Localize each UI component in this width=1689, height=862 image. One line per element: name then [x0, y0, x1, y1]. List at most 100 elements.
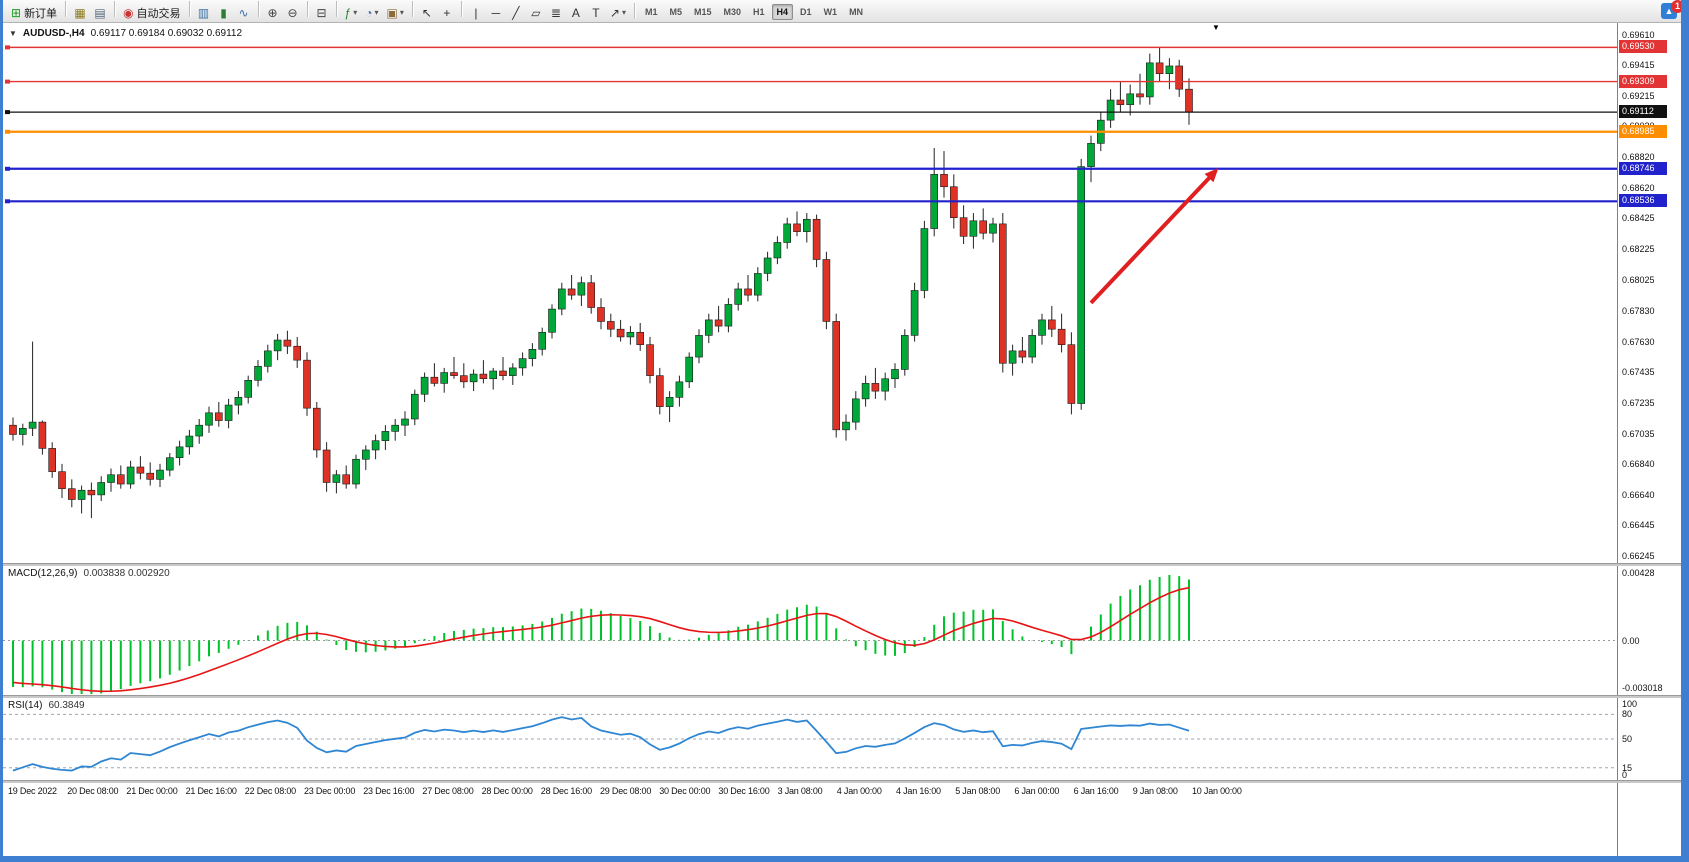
candle-up: [195, 424, 203, 437]
candle-up: [548, 308, 556, 333]
text-button[interactable]: A: [567, 4, 585, 22]
vertical-line-button[interactable]: |: [467, 4, 485, 22]
one-click-trading-toggle[interactable]: ▼: [9, 29, 17, 38]
arrows-icon: ↗: [609, 5, 620, 20]
hline-anchor[interactable]: [5, 45, 10, 50]
text-label-button[interactable]: T: [587, 4, 605, 22]
hline-anchor[interactable]: [5, 129, 10, 134]
trend-arrow-line[interactable]: [1089, 173, 1214, 305]
candle-up: [205, 412, 213, 426]
candle-down: [87, 489, 96, 496]
price-tick: 0.67830: [1622, 305, 1655, 316]
timeframe-d1-button[interactable]: D1: [795, 4, 817, 20]
candle-up: [704, 319, 713, 336]
caret-down-icon: ▾: [374, 8, 379, 17]
candle-down: [68, 488, 76, 500]
chart-shift-marker[interactable]: ▼: [1212, 23, 1220, 32]
candle-down: [9, 424, 17, 435]
time-label: 29 Dec 08:00: [600, 786, 652, 796]
candle-up: [381, 431, 390, 441]
candle-down: [646, 344, 654, 376]
time-label: 19 Dec 2022: [8, 786, 57, 796]
candle-down: [117, 474, 125, 485]
hline-anchor[interactable]: [5, 79, 10, 84]
zoom-in-icon: ⊕: [267, 5, 278, 20]
price-badge-0.69530: 0.69530: [1619, 40, 1667, 54]
periods-button[interactable]: ◔ ▾: [362, 4, 381, 22]
fibonacci-icon: ≣: [550, 5, 561, 20]
candle-down: [312, 407, 321, 451]
time-label: 21 Dec 00:00: [126, 786, 178, 796]
macd-panel-separator[interactable]: [3, 563, 1681, 566]
equidistant-channel-icon: ▱: [531, 5, 541, 20]
profiles-button[interactable]: ▤: [91, 4, 109, 22]
crosshair-button[interactable]: +: [438, 4, 456, 22]
trendline-button[interactable]: ╱: [507, 4, 525, 22]
hline-anchor[interactable]: [5, 199, 10, 204]
candle-down: [1057, 328, 1066, 345]
candle-down: [293, 345, 302, 361]
timeframe-m15-button[interactable]: M15: [689, 4, 717, 20]
timeframe-w1-button[interactable]: W1: [819, 4, 843, 20]
line-chart-button[interactable]: ∿: [235, 4, 253, 22]
time-axis-separator: [3, 780, 1681, 783]
timeframe-mn-button[interactable]: MN: [844, 4, 868, 20]
candle-down: [215, 412, 223, 421]
chart-canvas[interactable]: [3, 23, 1617, 803]
timeframe-m1-button[interactable]: M1: [640, 4, 663, 20]
toolbar-separator: [335, 0, 337, 17]
templates-button[interactable]: ▣ ▾: [384, 4, 407, 22]
rsi-panel-separator[interactable]: [3, 695, 1681, 698]
hline-anchor[interactable]: [5, 166, 10, 171]
new-order-button[interactable]: ⊞ 新订单: [8, 4, 60, 22]
zoom-in-button[interactable]: ⊕: [264, 4, 282, 22]
timeframe-h1-button[interactable]: H1: [748, 4, 770, 20]
candle-up: [891, 369, 899, 380]
indicators-button[interactable]: ƒ ▾: [342, 4, 361, 22]
tile-windows-button[interactable]: ⊟: [313, 4, 331, 22]
cursor-button[interactable]: ↖: [418, 4, 436, 22]
time-axis[interactable]: 19 Dec 2022 20 Dec 08:00 21 Dec 00:00 21 De…: [3, 782, 1617, 803]
candle-down: [998, 223, 1007, 364]
zoom-out-button[interactable]: ⊖: [284, 4, 302, 22]
candle-down: [342, 474, 351, 485]
equidistant-channel-button[interactable]: ▱: [527, 4, 545, 22]
candlestick-chart-button[interactable]: ▮: [215, 4, 233, 22]
candle-down: [48, 448, 57, 472]
timeframe-m5-button[interactable]: M5: [664, 4, 687, 20]
notification-badge[interactable]: 1: [1671, 0, 1684, 13]
bar-chart-button[interactable]: ▥: [195, 4, 213, 22]
candle-down: [567, 288, 576, 296]
rsi-line: [12, 716, 1190, 772]
candle-up: [361, 449, 370, 460]
notifications-icon[interactable]: ▲ 1: [1661, 0, 1684, 19]
time-label: 9 Jan 08:00: [1132, 786, 1178, 796]
templates-icon: ▣: [386, 5, 398, 20]
candle-up: [273, 339, 282, 352]
hline-anchor[interactable]: [5, 110, 10, 115]
arrows-button[interactable]: ↗ ▾: [607, 4, 629, 22]
candle-up: [518, 358, 527, 369]
price-tick: 0.68820: [1622, 152, 1655, 163]
candle-up: [508, 367, 517, 376]
fibonacci-button[interactable]: ≣: [547, 4, 565, 22]
candle-down: [587, 282, 596, 308]
candle-up: [469, 373, 478, 383]
chart-title: ▼ AUDUSD-,H4 0.69117 0.69184 0.69032 0.6…: [9, 28, 242, 39]
chart-window[interactable]: ▼ AUDUSD-,H4 0.69117 0.69184 0.69032 0.6…: [3, 23, 1682, 856]
timeframe-m30-button[interactable]: M30: [719, 4, 747, 20]
trend-arrow-head[interactable]: [1204, 168, 1219, 183]
charts-button[interactable]: ▦: [71, 4, 89, 22]
auto-trading-button[interactable]: ◉ 自动交易: [120, 4, 183, 22]
candle-down: [1067, 344, 1076, 404]
new-order-icon: ⊞: [11, 5, 22, 20]
time-label: 23 Dec 00:00: [304, 786, 356, 796]
price-badge-0.68536: 0.68536: [1619, 194, 1667, 208]
candle-down: [959, 217, 968, 237]
candle-up: [881, 378, 890, 392]
candle-up: [763, 257, 772, 274]
price-axis[interactable]: 0.696100.694150.692150.690200.688200.686…: [1617, 23, 1682, 856]
timeframe-h4-button[interactable]: H4: [771, 4, 794, 20]
horizontal-line-button[interactable]: ─: [487, 4, 505, 22]
candle-up: [1038, 319, 1046, 336]
